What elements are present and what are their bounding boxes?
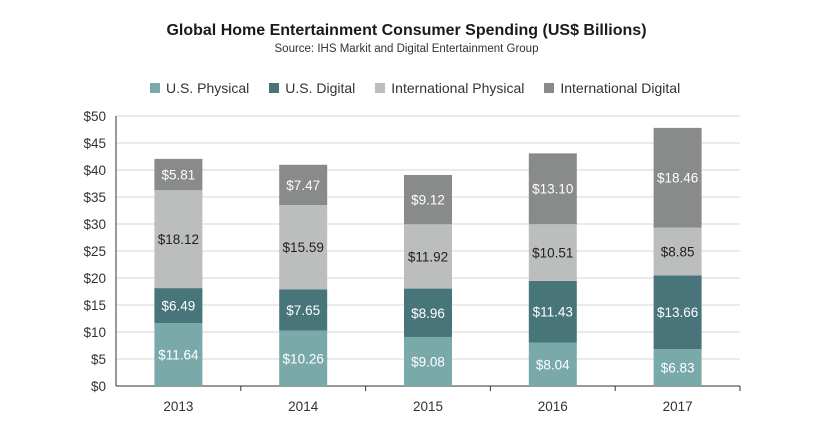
bar-segment xyxy=(653,127,702,228)
chart-subtitle: Source: IHS Markit and Digital Entertain… xyxy=(274,43,539,55)
y-tick-label: $25 xyxy=(83,244,106,259)
bar-segment xyxy=(279,330,328,386)
y-tick-label: $0 xyxy=(91,379,106,394)
data-label: $10.51 xyxy=(532,245,573,260)
bar-segment xyxy=(279,164,328,206)
legend-item-us-digital: U.S. Digital xyxy=(269,80,355,96)
legend-label: International Physical xyxy=(391,80,525,96)
data-label: $6.83 xyxy=(661,361,695,376)
legend-swatch xyxy=(150,83,160,93)
legend-item-international-physical: International Physical xyxy=(375,80,524,96)
y-tick-label: $15 xyxy=(83,298,106,313)
chart-title: Global Home Entertainment Consumer Spend… xyxy=(166,22,647,39)
y-tick-label: $40 xyxy=(83,163,106,178)
x-tick-label: 2013 xyxy=(163,399,193,414)
chart-legend: U.S. Physical U.S. Digital International… xyxy=(150,78,700,98)
legend-item-international-digital: International Digital xyxy=(544,80,680,96)
y-tick-label: $45 xyxy=(83,136,106,151)
bar-segment xyxy=(404,288,452,337)
data-label: $7.47 xyxy=(286,178,320,193)
y-tick-label: $5 xyxy=(91,352,106,367)
legend-label: International Digital xyxy=(560,80,681,96)
bar-segment xyxy=(404,174,452,225)
data-label: $8.04 xyxy=(536,357,570,372)
x-tick-label: 2014 xyxy=(288,399,319,414)
y-tick-label: $50 xyxy=(83,109,106,124)
data-label: $11.64 xyxy=(158,348,199,363)
legend-label: U.S. Digital xyxy=(285,80,356,96)
legend-swatch xyxy=(375,83,386,93)
y-tick-label: $35 xyxy=(83,190,106,205)
bar-segment xyxy=(154,323,203,386)
bar-segment xyxy=(528,224,577,281)
data-label: $9.08 xyxy=(411,354,445,369)
bar-segment xyxy=(653,349,702,386)
x-tick-label: 2016 xyxy=(538,399,568,414)
data-label: $9.12 xyxy=(411,193,445,208)
legend-swatch xyxy=(269,83,280,93)
bar-segment xyxy=(528,342,577,386)
data-label: $18.12 xyxy=(158,232,199,247)
bar-segment xyxy=(404,336,452,386)
data-label: $8.96 xyxy=(411,306,445,321)
bar-segment xyxy=(154,288,203,324)
x-tick-label: 2017 xyxy=(663,399,693,414)
data-label: $6.49 xyxy=(162,299,196,314)
x-tick-label: 2015 xyxy=(413,399,443,414)
bar-segment xyxy=(404,224,452,289)
bar-segment xyxy=(279,289,328,331)
bar-segment xyxy=(528,153,577,225)
data-label: $8.85 xyxy=(661,244,695,259)
legend-swatch xyxy=(544,83,555,93)
y-tick-label: $20 xyxy=(83,271,106,286)
bar-segment xyxy=(279,205,328,290)
data-label: $13.10 xyxy=(532,182,573,197)
bar-segment xyxy=(154,158,203,191)
bar-segment xyxy=(653,227,702,276)
data-label: $10.26 xyxy=(283,351,324,366)
y-tick-label: $10 xyxy=(83,325,106,340)
data-label: $7.65 xyxy=(286,303,320,318)
data-label: $11.43 xyxy=(533,305,573,320)
data-label: $18.46 xyxy=(657,171,698,186)
bar-segment xyxy=(528,280,577,343)
data-label: $13.66 xyxy=(657,305,698,320)
data-label: $15.59 xyxy=(283,240,324,255)
bar-segment xyxy=(154,190,203,289)
legend-item-us-physical: U.S. Physical xyxy=(150,80,249,96)
y-tick-label: $30 xyxy=(83,217,106,232)
bar-segment xyxy=(653,275,702,350)
data-label: $11.92 xyxy=(408,249,448,264)
legend-label: U.S. Physical xyxy=(166,80,250,96)
data-label: $5.81 xyxy=(162,168,196,183)
